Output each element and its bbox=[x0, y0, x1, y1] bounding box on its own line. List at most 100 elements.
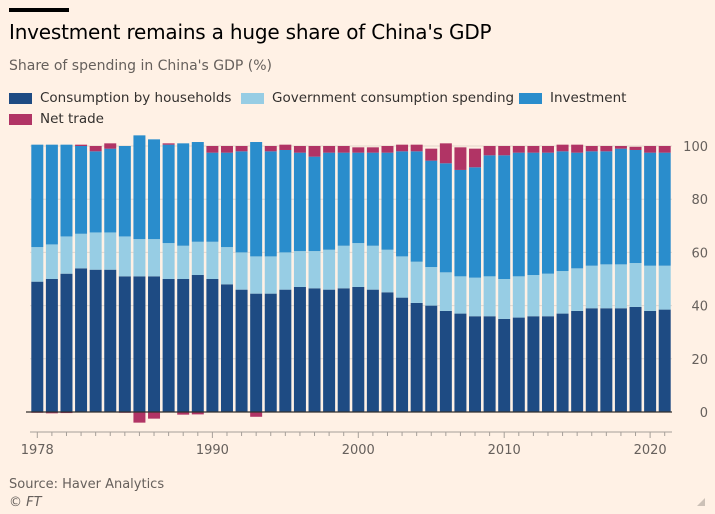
bar-consumption-by-households-2015 bbox=[571, 310, 584, 412]
bar-net-trade-1997 bbox=[308, 146, 321, 157]
bar-consumption-by-households-1978 bbox=[31, 281, 44, 412]
bar-net-trade-2005 bbox=[425, 148, 438, 161]
bar-investment-2014 bbox=[556, 151, 569, 272]
bar-investment-2003 bbox=[396, 151, 409, 257]
bar-consumption-by-households-2007 bbox=[454, 313, 467, 412]
bar-consumption-by-households-2018 bbox=[614, 308, 627, 412]
bar-net-trade-1982 bbox=[89, 146, 102, 152]
bar-government-consumption-spending-2001 bbox=[366, 245, 379, 290]
bar-government-consumption-spending-1996 bbox=[293, 251, 306, 287]
bar-net-trade-2020 bbox=[644, 146, 657, 153]
legend: Consumption by households Government con… bbox=[0, 0, 715, 130]
bar-consumption-by-households-1980 bbox=[60, 273, 73, 412]
legend-swatch-net-trade bbox=[9, 113, 32, 125]
bar-government-consumption-spending-2008 bbox=[469, 277, 482, 317]
bar-investment-1987 bbox=[162, 144, 175, 244]
bar-investment-2000 bbox=[352, 152, 365, 244]
bar-government-consumption-spending-1993 bbox=[250, 256, 263, 294]
bar-consumption-by-households-2009 bbox=[483, 316, 496, 412]
bar-consumption-by-households-1996 bbox=[293, 286, 306, 412]
y-tick-label-80: 80 bbox=[691, 193, 708, 208]
bar-government-consumption-spending-2003 bbox=[396, 256, 409, 298]
bar-consumption-by-households-2010 bbox=[498, 318, 511, 412]
bar-government-consumption-spending-2017 bbox=[600, 264, 613, 309]
bar-government-consumption-spending-1985 bbox=[133, 239, 146, 277]
bar-net-trade-2016 bbox=[585, 146, 598, 152]
bar-consumption-by-households-2012 bbox=[527, 316, 540, 412]
y-tick-label-0: 0 bbox=[700, 406, 708, 421]
bar-investment-1999 bbox=[337, 152, 350, 246]
legend-swatch-investment bbox=[519, 92, 542, 104]
chart-subtitle: Share of spending in China's GDP (%) bbox=[9, 58, 272, 74]
source-note: Source: Haver Analytics bbox=[9, 477, 165, 492]
bar-consumption-by-households-1983 bbox=[104, 269, 117, 412]
bar-investment-2017 bbox=[600, 151, 613, 265]
bar-investment-1991 bbox=[220, 152, 233, 248]
bar-net-trade-2004 bbox=[410, 144, 423, 152]
bar-government-consumption-spending-2000 bbox=[352, 243, 365, 287]
bar-investment-2004 bbox=[410, 151, 423, 262]
bar-consumption-by-households-1994 bbox=[264, 293, 277, 412]
legend-swatch-government bbox=[241, 92, 264, 104]
bar-net-trade-1985 bbox=[133, 412, 146, 423]
bar-net-trade-2009 bbox=[483, 146, 496, 156]
bar-net-trade-2007 bbox=[454, 147, 467, 170]
x-tick-label-1978: 1978 bbox=[21, 443, 54, 458]
bar-net-trade-2012 bbox=[527, 146, 540, 153]
bar-net-trade-1986 bbox=[148, 412, 161, 419]
bar-investment-2021 bbox=[658, 152, 671, 266]
bar-net-trade-2003 bbox=[396, 144, 409, 152]
bar-government-consumption-spending-2018 bbox=[614, 264, 627, 309]
legend-label-consumption: Consumption by households bbox=[40, 90, 232, 106]
bar-government-consumption-spending-1983 bbox=[104, 232, 117, 270]
bar-investment-2010 bbox=[498, 155, 511, 279]
bar-investment-2009 bbox=[483, 155, 496, 277]
bar-consumption-by-households-1999 bbox=[337, 288, 350, 412]
bar-consumption-by-households-2014 bbox=[556, 313, 569, 412]
bar-government-consumption-spending-1981 bbox=[75, 233, 88, 269]
bar-investment-1982 bbox=[89, 151, 102, 233]
bar-investment-2007 bbox=[454, 169, 467, 277]
legend-label-investment: Investment bbox=[550, 90, 627, 106]
bar-net-trade-1983 bbox=[104, 143, 117, 149]
bar-consumption-by-households-2006 bbox=[439, 310, 452, 412]
bar-net-trade-2014 bbox=[556, 144, 569, 152]
bar-government-consumption-spending-2015 bbox=[571, 268, 584, 311]
bar-government-consumption-spending-2002 bbox=[381, 249, 394, 293]
bar-investment-1997 bbox=[308, 156, 321, 252]
bar-net-trade-2002 bbox=[381, 146, 394, 153]
bar-net-trade-1988 bbox=[177, 412, 190, 415]
bar-investment-2012 bbox=[527, 152, 540, 276]
bar-investment-2005 bbox=[425, 160, 438, 268]
bar-investment-1980 bbox=[60, 144, 73, 237]
legend-item-investment: Investment bbox=[519, 90, 626, 106]
bar-investment-1994 bbox=[264, 151, 277, 257]
bar-government-consumption-spending-2004 bbox=[410, 261, 423, 303]
bar-net-trade-1998 bbox=[323, 146, 336, 153]
legend-label-government: Government consumption spending bbox=[272, 90, 515, 106]
bar-investment-1978 bbox=[31, 144, 44, 248]
y-tick-label-20: 20 bbox=[691, 353, 708, 368]
bar-net-trade-2015 bbox=[571, 144, 584, 153]
bar-consumption-by-households-1984 bbox=[118, 276, 131, 412]
bar-investment-1985 bbox=[133, 135, 146, 240]
bar-government-consumption-spending-2006 bbox=[439, 272, 452, 311]
bar-government-consumption-spending-2020 bbox=[644, 265, 657, 311]
bar-government-consumption-spending-2011 bbox=[512, 276, 525, 318]
bar-government-consumption-spending-1992 bbox=[235, 252, 248, 290]
bar-net-trade-1994 bbox=[264, 146, 277, 152]
bar-consumption-by-households-2004 bbox=[410, 302, 423, 412]
bar-government-consumption-spending-1990 bbox=[206, 241, 219, 279]
bar-net-trade-1979 bbox=[45, 412, 58, 414]
bar-government-consumption-spending-1995 bbox=[279, 252, 292, 290]
bar-consumption-by-households-2001 bbox=[366, 289, 379, 412]
bar-net-trade-1992 bbox=[235, 146, 248, 152]
bar-government-consumption-spending-1986 bbox=[148, 239, 161, 277]
bar-investment-1986 bbox=[148, 139, 161, 240]
bar-investment-2011 bbox=[512, 152, 525, 277]
legend-item-consumption: Consumption by households bbox=[9, 90, 231, 106]
chart-title: Investment remains a huge share of China… bbox=[9, 20, 492, 44]
legend-item-government: Government consumption spending bbox=[241, 90, 514, 106]
bar-consumption-by-households-2008 bbox=[469, 316, 482, 412]
bar-consumption-by-households-1992 bbox=[235, 289, 248, 412]
